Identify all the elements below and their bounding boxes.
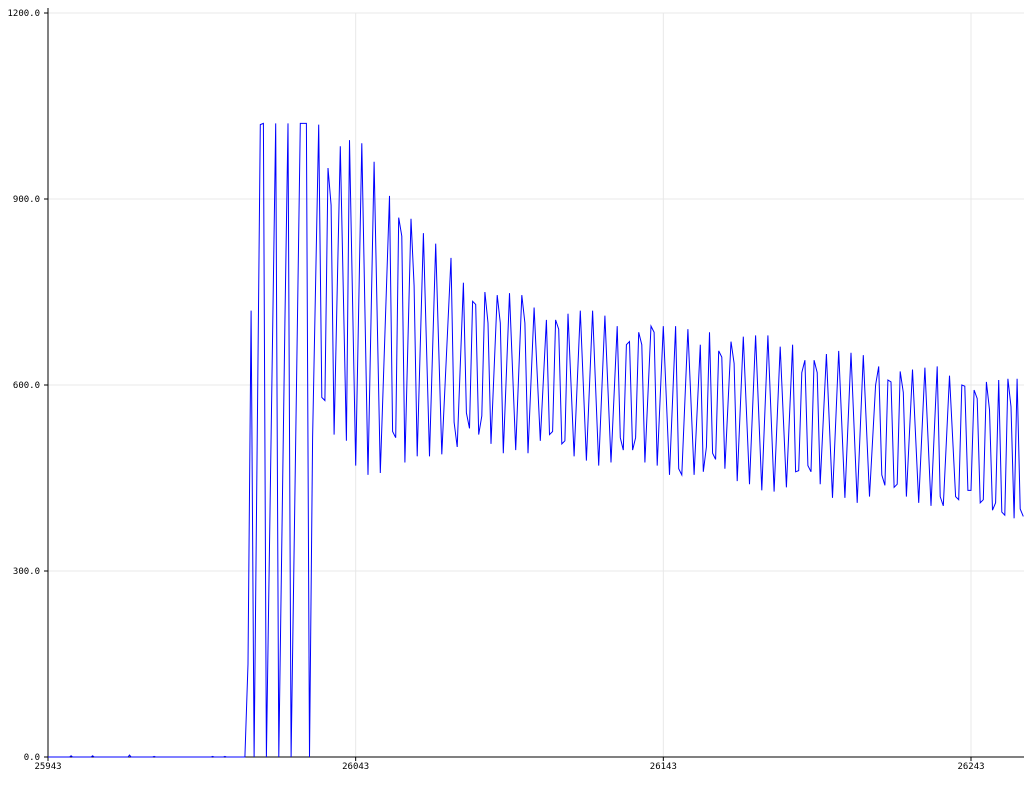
ticks: 0.0 300.0 600.0 900.0 1200.0 25943 26043 26143 2… <box>7 9 984 772</box>
y-tick-label: 1200.0 <box>7 9 40 19</box>
series-line <box>48 122 1024 758</box>
axes <box>47 8 1024 758</box>
x-tick-label: 25943 <box>34 762 61 772</box>
y-tick-label: 300.0 <box>13 567 40 577</box>
x-tick-label: 26043 <box>342 762 369 772</box>
y-tick-label: 600.0 <box>13 381 40 391</box>
series-layer <box>48 122 1024 758</box>
y-tick-label: 0.0 <box>24 753 40 763</box>
x-tick-label: 26243 <box>957 762 984 772</box>
y-tick-label: 900.0 <box>13 195 40 205</box>
grid <box>48 12 1024 757</box>
x-tick-label: 26143 <box>650 762 677 772</box>
